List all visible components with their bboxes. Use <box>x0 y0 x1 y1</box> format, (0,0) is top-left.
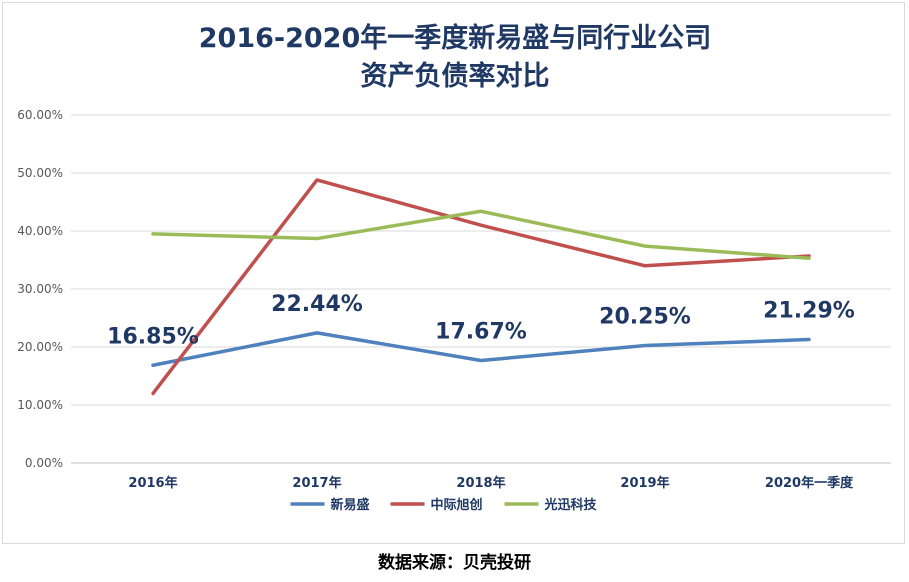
x-tick-label: 2020年一季度 <box>765 475 854 491</box>
y-tick-label: 20.00% <box>17 340 63 354</box>
gridlines <box>71 114 891 464</box>
legend: 新易盛 中际旭创 光迅科技 <box>290 497 598 513</box>
y-tick-label: 40.00% <box>17 224 63 238</box>
y-tick-label: 30.00% <box>17 282 63 296</box>
data-label: 16.85% <box>107 324 199 349</box>
x-axis-ticks: 2016年 2017年 2018年 2019年 2020年一季度 <box>128 475 854 491</box>
x-tick-label: 2017年 <box>292 475 341 491</box>
chart-title-line-1: 2016-2020年一季度新易盛与同行业公司 <box>199 22 712 54</box>
data-label: 20.25% <box>599 305 691 330</box>
series-line <box>151 209 811 261</box>
y-tick-label: 0.00% <box>25 456 63 470</box>
x-tick-label: 2019年 <box>620 475 669 491</box>
x-tick-label: 2016年 <box>128 475 177 491</box>
data-label: 22.44% <box>271 292 363 317</box>
chart-frame: 2016-2020年一季度新易盛与同行业公司 资产负债率对比 0.00% 10.0… <box>2 2 905 544</box>
data-label: 17.67% <box>435 320 527 345</box>
y-axis-ticks: 0.00% 10.00% 20.00% 30.00% 40.00% 50.00% 60.00… <box>17 108 63 470</box>
legend-label: 中际旭创 <box>431 497 483 513</box>
y-tick-label: 10.00% <box>17 398 63 412</box>
series-lines <box>151 178 811 396</box>
source-note: 数据来源：贝壳投研 <box>378 553 531 573</box>
legend-label: 新易盛 <box>331 497 370 513</box>
legend-label: 光迅科技 <box>544 497 598 513</box>
y-tick-label: 60.00% <box>17 108 63 122</box>
data-label: 21.29% <box>763 299 855 324</box>
data-labels: 16.85% 22.44% 17.67% 20.25% 21.29% <box>107 292 855 349</box>
y-tick-label: 50.00% <box>17 166 63 180</box>
chart-canvas: 2016-2020年一季度新易盛与同行业公司 资产负债率对比 0.00% 10.0… <box>17 22 891 513</box>
series-line <box>151 331 811 368</box>
series-line <box>151 178 811 396</box>
x-tick-label: 2018年 <box>456 475 505 491</box>
chart-title-line-2: 资产负债率对比 <box>361 60 550 92</box>
